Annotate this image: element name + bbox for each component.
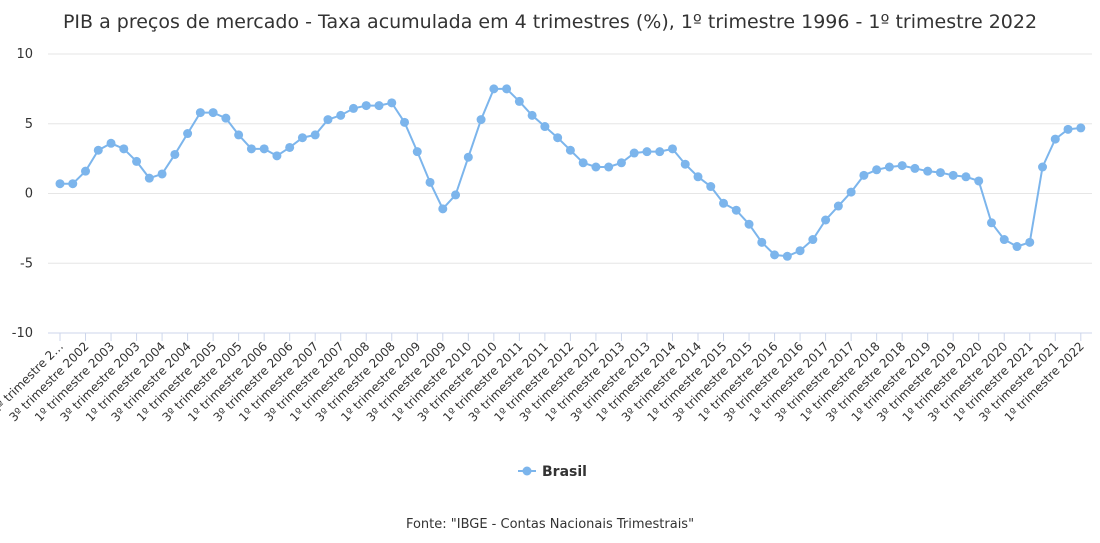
data-point bbox=[336, 110, 346, 120]
data-point bbox=[285, 142, 295, 152]
data-point bbox=[642, 147, 652, 157]
data-point bbox=[604, 162, 614, 172]
data-point bbox=[821, 215, 831, 225]
data-point bbox=[119, 144, 129, 154]
data-point bbox=[361, 101, 371, 111]
data-point bbox=[1012, 242, 1022, 252]
data-point bbox=[132, 156, 142, 166]
data-point bbox=[846, 187, 856, 197]
data-point bbox=[591, 162, 601, 172]
data-point bbox=[157, 169, 167, 179]
data-point bbox=[629, 148, 639, 158]
data-point bbox=[374, 101, 384, 111]
data-point bbox=[578, 158, 588, 168]
data-point bbox=[667, 144, 677, 154]
data-point bbox=[400, 117, 410, 127]
data-point bbox=[1038, 162, 1048, 172]
data-point bbox=[246, 144, 256, 154]
data-point bbox=[1025, 237, 1035, 247]
data-point bbox=[616, 158, 626, 168]
data-point bbox=[719, 198, 729, 208]
data-point bbox=[974, 176, 984, 186]
data-point bbox=[476, 115, 486, 125]
data-point bbox=[514, 96, 524, 106]
y-tick-label: -5 bbox=[20, 256, 33, 271]
data-point bbox=[387, 98, 397, 108]
data-point bbox=[910, 163, 920, 173]
data-point bbox=[693, 172, 703, 182]
data-point bbox=[757, 237, 767, 247]
data-point bbox=[68, 179, 78, 189]
data-point bbox=[833, 201, 843, 211]
data-point bbox=[565, 145, 575, 155]
data-point bbox=[81, 166, 91, 176]
data-point bbox=[234, 130, 244, 140]
legend-label: Brasil bbox=[542, 464, 587, 480]
data-point bbox=[106, 138, 116, 148]
data-point bbox=[948, 170, 958, 180]
data-point bbox=[183, 129, 193, 139]
data-point bbox=[706, 182, 716, 192]
data-point bbox=[884, 162, 894, 172]
data-point bbox=[451, 190, 461, 200]
data-point bbox=[553, 133, 563, 143]
data-point bbox=[272, 151, 282, 161]
data-point bbox=[412, 147, 422, 157]
data-point bbox=[195, 108, 205, 118]
data-point bbox=[489, 84, 499, 94]
data-point bbox=[144, 173, 154, 183]
legend-marker bbox=[522, 466, 532, 476]
data-point bbox=[323, 115, 333, 125]
data-point bbox=[438, 204, 448, 214]
data-point bbox=[731, 205, 741, 215]
data-point bbox=[655, 147, 665, 157]
data-point bbox=[961, 172, 971, 182]
data-point bbox=[795, 246, 805, 256]
data-point bbox=[425, 177, 435, 187]
y-tick-label: -10 bbox=[12, 326, 33, 341]
data-point bbox=[208, 108, 218, 118]
data-point bbox=[297, 133, 307, 143]
data-point bbox=[782, 251, 792, 261]
data-point bbox=[1050, 134, 1060, 144]
data-point bbox=[527, 110, 537, 120]
data-point bbox=[463, 152, 473, 162]
data-point bbox=[923, 166, 933, 176]
data-point bbox=[502, 84, 512, 94]
y-tick-label: 5 bbox=[25, 117, 33, 132]
data-point bbox=[680, 159, 690, 169]
data-point bbox=[221, 113, 231, 123]
data-point bbox=[770, 250, 780, 260]
data-point bbox=[897, 161, 907, 171]
data-point bbox=[1076, 123, 1086, 133]
data-point bbox=[744, 219, 754, 229]
data-point bbox=[872, 165, 882, 175]
data-point bbox=[999, 235, 1009, 245]
data-point bbox=[348, 103, 358, 113]
data-point bbox=[935, 168, 945, 178]
data-point bbox=[1063, 124, 1073, 134]
y-tick-label: 10 bbox=[16, 47, 33, 62]
data-point bbox=[310, 130, 320, 140]
data-point bbox=[55, 179, 65, 189]
data-point bbox=[986, 218, 996, 228]
source-note: Fonte: "IBGE - Contas Nacionais Trimestr… bbox=[406, 517, 694, 532]
data-point bbox=[859, 170, 869, 180]
data-point bbox=[170, 149, 180, 159]
y-tick-label: 0 bbox=[25, 187, 33, 202]
data-point bbox=[808, 235, 818, 245]
chart-title: PIB a preços de mercado - Taxa acumulada… bbox=[63, 11, 1037, 33]
data-point bbox=[259, 144, 269, 154]
data-point bbox=[93, 145, 103, 155]
data-point bbox=[540, 122, 550, 132]
